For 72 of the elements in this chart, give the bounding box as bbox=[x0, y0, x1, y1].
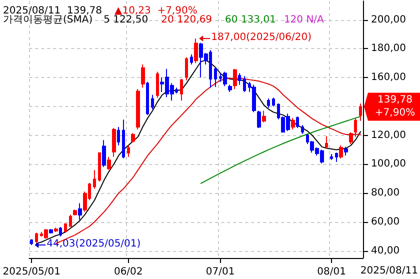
candlestick bbox=[267, 98, 270, 108]
candlestick bbox=[335, 152, 338, 162]
x-tick-label: 08/01 bbox=[317, 266, 346, 278]
candlestick bbox=[98, 152, 101, 182]
x-tick-label: 06/02 bbox=[114, 266, 143, 278]
candlestick bbox=[151, 94, 154, 110]
candlestick bbox=[344, 146, 348, 156]
candlestick bbox=[54, 227, 58, 233]
candlestick bbox=[93, 170, 96, 190]
candlestick bbox=[257, 110, 261, 129]
candlestick bbox=[146, 81, 149, 116]
x-tick-label: 07/01 bbox=[206, 266, 235, 278]
candlestick bbox=[112, 128, 116, 158]
candlestick bbox=[107, 156, 111, 170]
legend-title: 가격이동평균(SMA) bbox=[3, 14, 93, 26]
candlestick bbox=[49, 228, 53, 234]
candlestick bbox=[78, 202, 82, 220]
candlestick bbox=[325, 136, 328, 149]
candlestick bbox=[296, 116, 299, 129]
text: 5 122,50 bbox=[104, 14, 148, 26]
candlestick bbox=[127, 144, 130, 158]
candlestick bbox=[330, 154, 333, 160]
y-tick-label: 80,00 bbox=[371, 188, 400, 199]
text: 2025/08/11 bbox=[360, 266, 418, 276]
annotation: 120 N/A bbox=[284, 14, 324, 26]
candlestick bbox=[359, 103, 362, 122]
candlestick bbox=[252, 84, 256, 113]
annotation: 44,03(2025/05/01) bbox=[46, 238, 141, 250]
candlestick bbox=[243, 76, 246, 92]
candlestick bbox=[223, 71, 227, 87]
candlestick bbox=[262, 110, 266, 123]
y-tick-label: 120,00 bbox=[371, 130, 406, 141]
candlestick bbox=[190, 54, 193, 66]
candlestick bbox=[117, 126, 120, 146]
y-tick-label: 200,00 bbox=[371, 14, 406, 26]
candlestick bbox=[30, 238, 33, 246]
candlestick bbox=[272, 97, 275, 107]
candlestick bbox=[131, 132, 135, 143]
candlestick bbox=[180, 78, 183, 102]
candlestick bbox=[233, 68, 237, 90]
candlestick bbox=[349, 132, 353, 144]
text: 20 120,69 bbox=[161, 14, 212, 26]
candlestick bbox=[156, 71, 159, 98]
candlestick bbox=[354, 118, 357, 138]
candlestick bbox=[122, 119, 125, 159]
chart-subtitle: ▲10,23 +7,90% bbox=[114, 6, 198, 16]
y-tick-label: 40,00 bbox=[371, 245, 400, 256]
y-tick-label: 180,00 bbox=[371, 43, 406, 54]
candlestick bbox=[102, 140, 106, 168]
candlestick bbox=[194, 38, 198, 64]
candlestick bbox=[59, 226, 62, 237]
candlestick bbox=[64, 222, 67, 233]
text: 60 133,01 bbox=[225, 14, 276, 26]
candlestick bbox=[73, 209, 77, 216]
line-series bbox=[200, 116, 362, 184]
candlestick bbox=[339, 144, 343, 159]
text: 139,78 +7,90% bbox=[374, 94, 416, 119]
annotation: 187,00(2025/06/20) bbox=[211, 32, 312, 44]
candlestick bbox=[301, 124, 304, 134]
candlestick bbox=[228, 84, 232, 92]
candlestick bbox=[238, 72, 241, 86]
candlestick bbox=[136, 88, 140, 130]
candlestick bbox=[69, 214, 72, 228]
y-tick-label: 160,00 bbox=[371, 72, 406, 84]
candlestick bbox=[141, 64, 145, 88]
y-tick-label: 100,00 bbox=[371, 158, 406, 170]
candlestick bbox=[291, 117, 295, 130]
candlestick bbox=[185, 56, 188, 81]
y-tick-label: 60,00 bbox=[371, 216, 400, 228]
x-tick-label: 2025/05/01 bbox=[2, 266, 60, 278]
candlestick bbox=[44, 228, 48, 240]
candlestick bbox=[214, 66, 217, 88]
